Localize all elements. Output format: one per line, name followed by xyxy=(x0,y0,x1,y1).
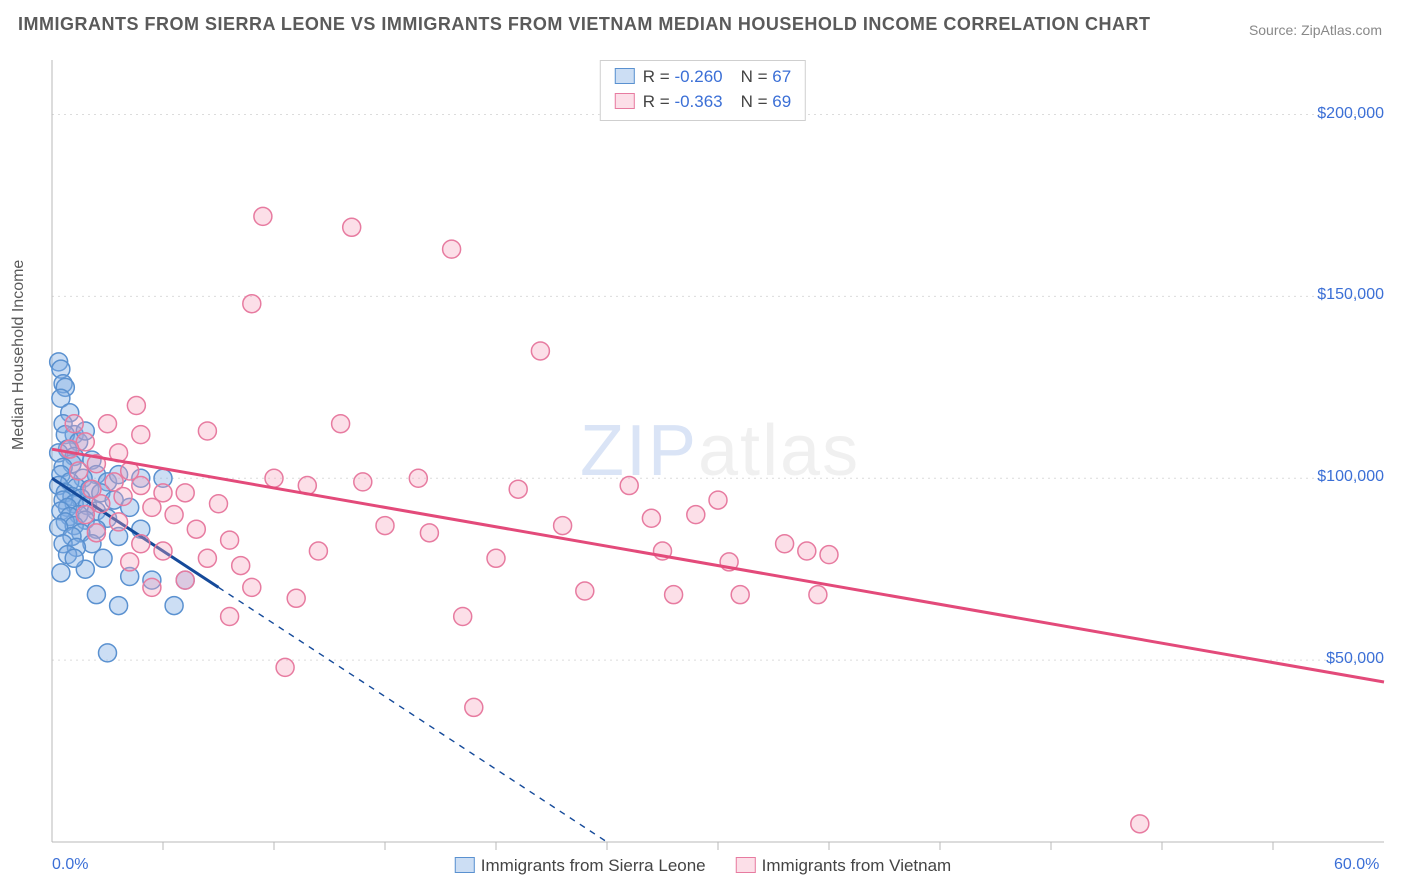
scatter-point xyxy=(287,589,305,607)
scatter-point xyxy=(265,469,283,487)
scatter-point xyxy=(65,549,83,567)
scatter-point xyxy=(709,491,727,509)
scatter-point xyxy=(276,658,294,676)
scatter-point xyxy=(554,517,572,535)
scatter-point xyxy=(809,586,827,604)
scatter-point xyxy=(443,240,461,258)
scatter-point xyxy=(176,571,194,589)
legend-r-label: R = xyxy=(643,67,675,86)
y-axis-label: Median Household Income xyxy=(10,260,28,450)
scatter-point xyxy=(254,207,272,225)
scatter-point xyxy=(154,542,172,560)
scatter-point xyxy=(210,495,228,513)
scatter-point xyxy=(94,549,112,567)
scatter-point xyxy=(87,586,105,604)
legend-r-label: R = xyxy=(643,92,675,111)
scatter-point xyxy=(92,495,110,513)
scatter-point xyxy=(132,426,150,444)
y-tick-label: $100,000 xyxy=(1317,468,1384,486)
y-tick-label: $50,000 xyxy=(1326,650,1384,668)
scatter-point xyxy=(65,415,83,433)
scatter-point xyxy=(127,397,145,415)
scatter-point xyxy=(642,509,660,527)
legend-row: R = -0.363 N = 69 xyxy=(615,90,791,115)
scatter-point xyxy=(70,462,88,480)
x-tick-label: 60.0% xyxy=(1334,856,1379,874)
scatter-point xyxy=(221,531,239,549)
scatter-point xyxy=(1131,815,1149,833)
scatter-point xyxy=(132,477,150,495)
legend-series-label: Immigrants from Vietnam xyxy=(762,856,952,875)
scatter-point xyxy=(454,607,472,625)
correlation-legend: R = -0.260 N = 67 R = -0.363 N = 69 xyxy=(600,60,806,121)
scatter-point xyxy=(576,582,594,600)
trend-line-dash xyxy=(219,587,608,842)
scatter-point xyxy=(114,487,132,505)
scatter-point xyxy=(332,415,350,433)
legend-swatch xyxy=(455,857,475,873)
legend-row: R = -0.260 N = 67 xyxy=(615,65,791,90)
legend-r-value: -0.260 xyxy=(674,67,722,86)
y-tick-label: $150,000 xyxy=(1317,286,1384,304)
scatter-point xyxy=(509,480,527,498)
scatter-point xyxy=(132,535,150,553)
scatter-point xyxy=(187,520,205,538)
scatter-point xyxy=(487,549,505,567)
scatter-point xyxy=(121,553,139,571)
scatter-point xyxy=(731,586,749,604)
scatter-point xyxy=(198,422,216,440)
scatter-point xyxy=(99,644,117,662)
legend-r-value: -0.363 xyxy=(674,92,722,111)
scatter-point xyxy=(687,506,705,524)
scatter-point xyxy=(620,477,638,495)
scatter-point xyxy=(110,513,128,531)
scatter-point xyxy=(165,597,183,615)
scatter-point xyxy=(343,218,361,236)
scatter-point xyxy=(531,342,549,360)
scatter-point xyxy=(87,524,105,542)
legend-n-label: N = xyxy=(741,67,773,86)
scatter-point xyxy=(465,698,483,716)
legend-n-value: 69 xyxy=(772,92,791,111)
scatter-point xyxy=(99,415,117,433)
legend-n-value: 67 xyxy=(772,67,791,86)
scatter-point xyxy=(665,586,683,604)
series-legend: Immigrants from Sierra Leone Immigrants f… xyxy=(455,856,951,876)
legend-swatch xyxy=(736,857,756,873)
scatter-point xyxy=(221,607,239,625)
legend-series-label: Immigrants from Sierra Leone xyxy=(481,856,706,875)
scatter-point xyxy=(776,535,794,553)
scatter-point xyxy=(243,578,261,596)
scatter-point xyxy=(354,473,372,491)
legend-swatch xyxy=(615,68,635,84)
chart-area: Median Household Income ZIPatlas R = -0.… xyxy=(0,0,1406,892)
y-tick-label: $200,000 xyxy=(1317,105,1384,123)
scatter-point xyxy=(309,542,327,560)
scatter-point xyxy=(820,546,838,564)
legend-n-label: N = xyxy=(741,92,773,111)
scatter-point xyxy=(165,506,183,524)
scatter-point xyxy=(143,578,161,596)
scatter-point xyxy=(176,484,194,502)
legend-swatch xyxy=(615,93,635,109)
scatter-point xyxy=(376,517,394,535)
scatter-point xyxy=(76,506,94,524)
scatter-point xyxy=(198,549,216,567)
scatter-point xyxy=(798,542,816,560)
scatter-point xyxy=(243,295,261,313)
trend-line xyxy=(52,449,1384,682)
chart-svg xyxy=(0,0,1406,892)
x-tick-label: 0.0% xyxy=(52,856,88,874)
scatter-point xyxy=(61,440,79,458)
scatter-point xyxy=(110,597,128,615)
scatter-point xyxy=(232,557,250,575)
scatter-point xyxy=(52,564,70,582)
scatter-point xyxy=(409,469,427,487)
scatter-point xyxy=(143,498,161,516)
scatter-point xyxy=(420,524,438,542)
